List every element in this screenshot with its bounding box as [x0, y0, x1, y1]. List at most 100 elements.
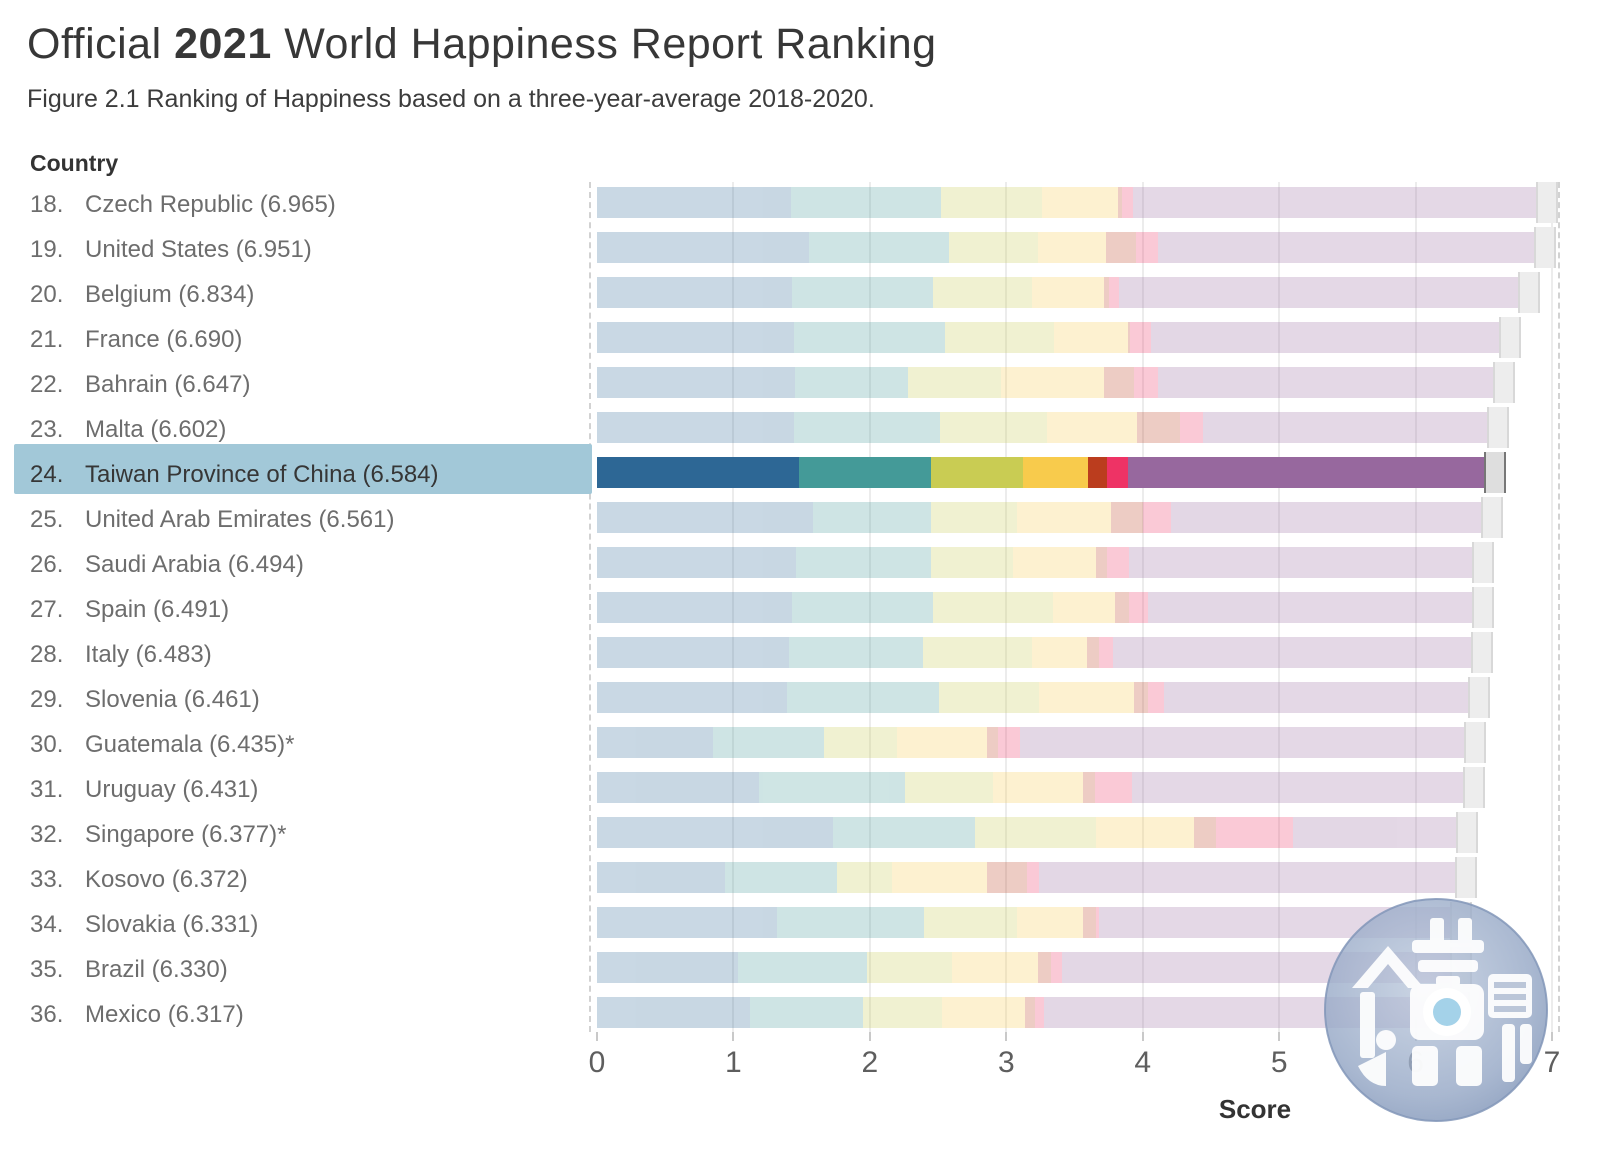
row-label[interactable]: 23. Malta (6.602): [0, 407, 592, 452]
bar-segment-olive[interactable]: [939, 412, 1048, 443]
row-label[interactable]: 24. Taiwan Province of China (6.584): [0, 452, 592, 497]
bar-segment-pink[interactable]: [1107, 457, 1128, 488]
row-label[interactable]: 31. Uruguay (6.431): [0, 767, 592, 812]
bar-segment-blue[interactable]: [597, 592, 793, 623]
happiness-bar[interactable]: [597, 277, 1530, 308]
bar-segment-olive[interactable]: [931, 457, 1023, 488]
bar-segment-teal[interactable]: [812, 502, 932, 533]
bar-segment-blue[interactable]: [597, 637, 790, 668]
bar-segment-pink[interactable]: [1135, 232, 1158, 263]
bar-segment-blue[interactable]: [597, 502, 813, 533]
row-label[interactable]: 35. Brazil (6.330): [0, 947, 592, 992]
row-label[interactable]: 19. United States (6.951): [0, 227, 592, 272]
bar-segment-red[interactable]: [987, 862, 1027, 893]
bar-segment-gold[interactable]: [1000, 367, 1105, 398]
bar-segment-olive[interactable]: [974, 817, 1097, 848]
bar-segment-olive[interactable]: [949, 232, 1038, 263]
bar-segment-gold[interactable]: [1038, 682, 1135, 713]
bar-segment-pink[interactable]: [1096, 907, 1099, 938]
bar-segment-olive[interactable]: [837, 862, 892, 893]
bar-segment-red[interactable]: [1096, 547, 1108, 578]
bar-segment-blue[interactable]: [597, 952, 738, 983]
bar-segment-gold[interactable]: [1053, 322, 1128, 353]
bar-segment-blue[interactable]: [597, 727, 713, 758]
bar-segment-blue[interactable]: [597, 187, 791, 218]
bar-segment-pink[interactable]: [1142, 502, 1172, 533]
bar-segment-red[interactable]: [1088, 457, 1108, 488]
bar-segment-red[interactable]: [1082, 907, 1097, 938]
bar-segment-pink[interactable]: [1051, 952, 1063, 983]
bar-segment-pink[interactable]: [1148, 682, 1165, 713]
bar-segment-gold[interactable]: [1017, 502, 1112, 533]
bar-segment-blue[interactable]: [597, 907, 778, 938]
happiness-bar[interactable]: [597, 682, 1479, 713]
bar-segment-pink[interactable]: [1216, 817, 1293, 848]
happiness-bar[interactable]: [597, 817, 1467, 848]
bar-segment-blue[interactable]: [597, 412, 794, 443]
bar-segment-teal[interactable]: [777, 907, 925, 938]
bar-segment-purple[interactable]: [1292, 817, 1467, 848]
bar-segment-teal[interactable]: [793, 322, 945, 353]
bar-segment-purple[interactable]: [1119, 277, 1530, 308]
bar-segment-purple[interactable]: [1129, 547, 1483, 578]
bar-segment-teal[interactable]: [725, 862, 838, 893]
bar-segment-olive[interactable]: [823, 727, 898, 758]
bar-segment-olive[interactable]: [932, 592, 1053, 623]
row-label[interactable]: 18. Czech Republic (6.965): [0, 182, 592, 227]
row-label[interactable]: 28. Italy (6.483): [0, 632, 592, 677]
bar-segment-olive[interactable]: [862, 997, 943, 1028]
bar-segment-pink[interactable]: [1179, 412, 1203, 443]
row-label[interactable]: 26. Saudi Arabia (6.494): [0, 542, 592, 587]
bar-segment-purple[interactable]: [1150, 322, 1510, 353]
happiness-bar[interactable]: [597, 232, 1546, 263]
bar-segment-gold[interactable]: [897, 727, 988, 758]
bar-segment-pink[interactable]: [1134, 367, 1158, 398]
bar-segment-teal[interactable]: [792, 277, 933, 308]
bar-segment-teal[interactable]: [833, 817, 975, 848]
bar-segment-teal[interactable]: [713, 727, 824, 758]
bar-segment-teal[interactable]: [790, 187, 941, 218]
row-label[interactable]: 34. Slovakia (6.331): [0, 902, 592, 947]
bar-segment-olive[interactable]: [940, 187, 1042, 218]
row-label[interactable]: 30. Guatemala (6.435)*: [0, 722, 592, 767]
bar-segment-pink[interactable]: [998, 727, 1020, 758]
happiness-bar[interactable]: [597, 457, 1496, 488]
bar-segment-red[interactable]: [1104, 367, 1135, 398]
bar-segment-purple[interactable]: [1131, 772, 1475, 803]
bar-segment-teal[interactable]: [794, 367, 908, 398]
happiness-bar[interactable]: [597, 772, 1475, 803]
bar-segment-blue[interactable]: [597, 367, 795, 398]
bar-segment-pink[interactable]: [1129, 592, 1149, 623]
bar-segment-gold[interactable]: [1047, 412, 1138, 443]
bar-segment-gold[interactable]: [1032, 277, 1105, 308]
happiness-bar[interactable]: [597, 412, 1498, 443]
bar-segment-gold[interactable]: [1041, 187, 1119, 218]
bar-segment-pink[interactable]: [1099, 637, 1113, 668]
bar-segment-teal[interactable]: [792, 592, 933, 623]
bar-segment-pink[interactable]: [1107, 547, 1130, 578]
bar-segment-gold[interactable]: [951, 952, 1038, 983]
happiness-bar[interactable]: [597, 592, 1483, 623]
bar-segment-purple[interactable]: [1171, 502, 1493, 533]
bar-segment-blue[interactable]: [597, 232, 809, 263]
bar-segment-olive[interactable]: [924, 907, 1018, 938]
bar-segment-purple[interactable]: [1202, 412, 1498, 443]
bar-segment-purple[interactable]: [1157, 232, 1546, 263]
bar-segment-blue[interactable]: [597, 772, 760, 803]
bar-segment-red[interactable]: [1137, 412, 1180, 443]
bar-segment-gold[interactable]: [992, 772, 1083, 803]
row-label[interactable]: 33. Kosovo (6.372): [0, 857, 592, 902]
bar-segment-gold[interactable]: [1013, 547, 1097, 578]
bar-segment-purple[interactable]: [1148, 592, 1483, 623]
bar-segment-red[interactable]: [1105, 232, 1136, 263]
happiness-bar[interactable]: [597, 862, 1467, 893]
happiness-bar[interactable]: [597, 502, 1493, 533]
row-label[interactable]: 32. Singapore (6.377)*: [0, 812, 592, 857]
happiness-bar[interactable]: [597, 547, 1483, 578]
bar-segment-pink[interactable]: [1026, 862, 1040, 893]
happiness-bar[interactable]: [597, 322, 1510, 353]
bar-segment-gold[interactable]: [1022, 457, 1089, 488]
bar-segment-olive[interactable]: [905, 772, 993, 803]
bar-segment-teal[interactable]: [793, 412, 940, 443]
bar-segment-pink[interactable]: [1130, 322, 1151, 353]
